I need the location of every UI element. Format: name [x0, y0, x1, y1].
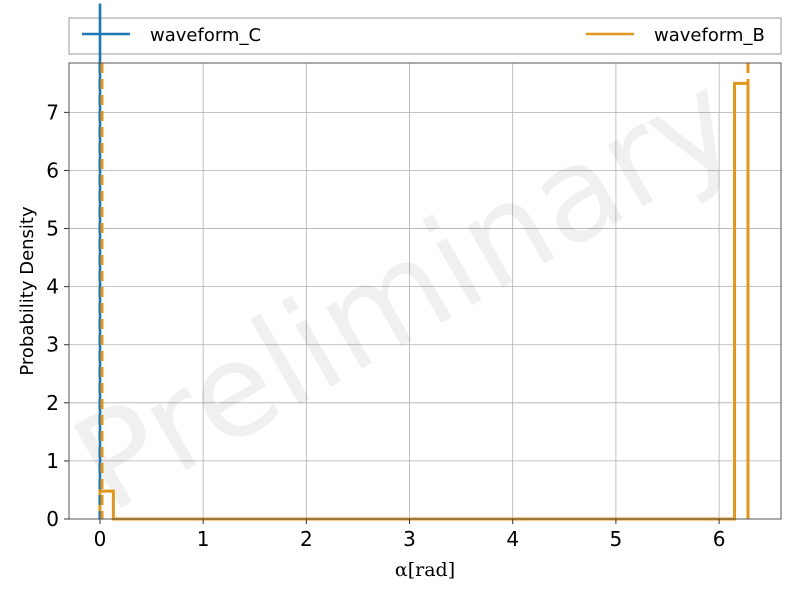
x-tick-label: 1	[197, 527, 210, 551]
legend-frame	[68, 17, 782, 55]
y-tick-label: 5	[46, 217, 59, 241]
y-tick-label: 3	[46, 333, 59, 357]
x-axis-label: α[rad]	[395, 559, 455, 581]
x-tick-label: 0	[94, 527, 107, 551]
y-tick-label: 1	[46, 449, 59, 473]
ticks: 0 1 2 3 4 5 6 0 1 2 3 4 5 6 7	[46, 100, 725, 551]
plot-frame	[68, 62, 782, 520]
y-tick-label: 7	[46, 100, 59, 124]
plot-area	[69, 63, 781, 519]
y-axis-label: Probability Density	[17, 206, 38, 376]
y-tick-label: 0	[46, 507, 59, 531]
legend-label-waveform-b: waveform_B	[654, 25, 765, 46]
legend-label-waveform-c: waveform_C	[150, 25, 261, 46]
legend: waveform_C waveform_B	[68, 17, 782, 55]
y-tick-label: 4	[46, 275, 59, 299]
x-tick-label: 6	[713, 527, 726, 551]
x-tick-label: 5	[610, 527, 623, 551]
y-tick-label: 2	[46, 391, 59, 415]
y-tick-label: 6	[46, 158, 59, 182]
x-tick-label: 4	[506, 527, 519, 551]
x-tick-label: 3	[403, 527, 416, 551]
x-tick-label: 2	[300, 527, 313, 551]
